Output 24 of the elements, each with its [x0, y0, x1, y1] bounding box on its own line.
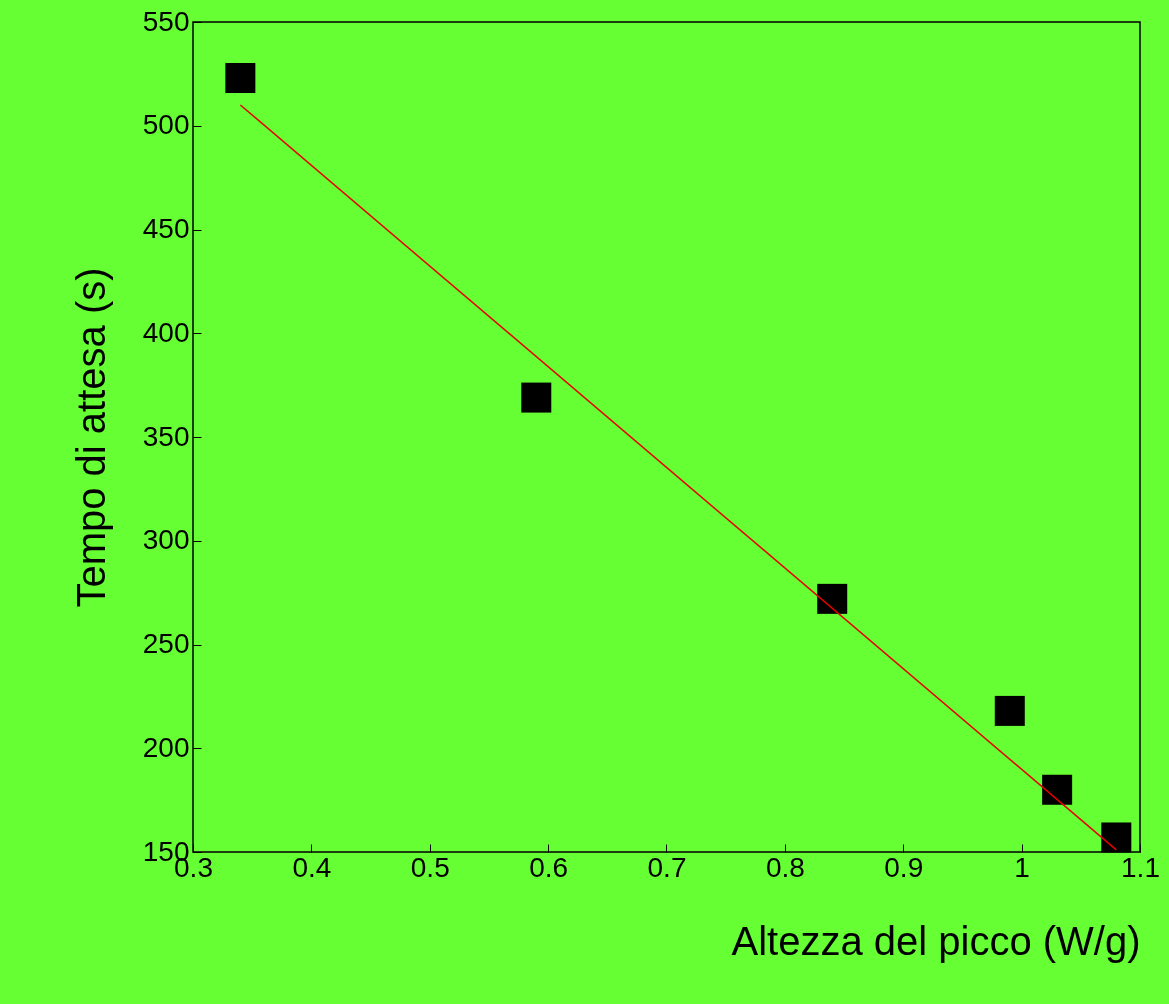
y-tick-label: 550	[142, 5, 190, 37]
x-tick-label: 1.1	[1121, 851, 1160, 883]
y-tick-label: 450	[142, 213, 190, 244]
point	[817, 583, 848, 614]
x-tick-label: 0.9	[884, 851, 924, 883]
y-tick-label: 400	[142, 316, 190, 348]
x-axis-title: Altezza del picco (W/g)	[731, 918, 1141, 963]
y-tick-label: 250	[142, 628, 190, 659]
point	[994, 695, 1025, 726]
x-tick-label: 0.8	[765, 851, 805, 883]
y-axis-title: Tempo di attesa (s)	[68, 267, 113, 608]
y-tick-label: 350	[142, 420, 190, 452]
x-tick-label: 1	[1014, 851, 1030, 883]
x-tick-label: 0.4	[292, 851, 332, 883]
y-tick-label: 200	[142, 731, 190, 763]
x-tick-label: 0.7	[647, 851, 687, 883]
x-tick-label: 0.6	[529, 851, 569, 883]
point	[225, 63, 256, 94]
y-tick-label: 300	[142, 524, 190, 556]
y-tick-label: 500	[142, 109, 190, 141]
point	[1101, 822, 1132, 853]
point	[1042, 774, 1073, 805]
point	[521, 382, 552, 413]
x-tick-label: 0.5	[410, 851, 450, 883]
